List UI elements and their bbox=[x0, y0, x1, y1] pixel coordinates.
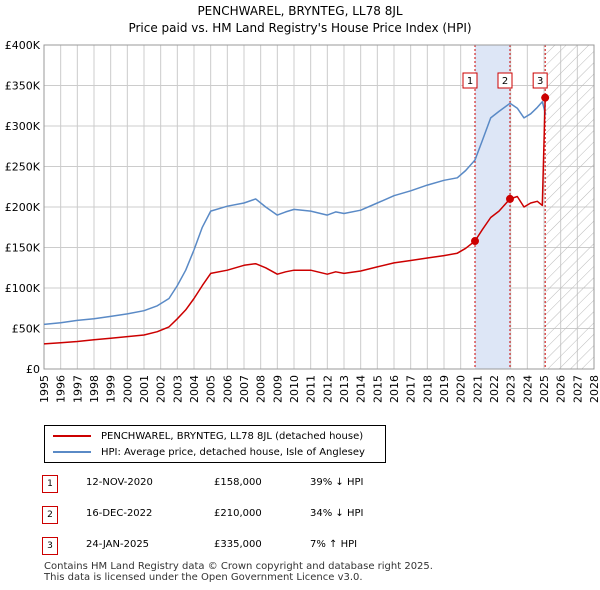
transaction-label-box bbox=[497, 72, 513, 89]
transaction-date: 12-NOV-2020 bbox=[86, 477, 153, 488]
y-tick-label: £300K bbox=[5, 120, 41, 133]
series-line-price bbox=[43, 97, 546, 345]
x-tick-label: 1999 bbox=[105, 375, 118, 403]
x-tick-label: 2024 bbox=[521, 375, 534, 403]
transaction-price: £158,000 bbox=[214, 477, 262, 488]
chart-title: PENCHWAREL, BRYNTEG, LL78 8JL Price paid… bbox=[0, 3, 600, 37]
x-tick-label: 2006 bbox=[221, 375, 234, 403]
x-tick-label: 2013 bbox=[338, 375, 351, 403]
x-tick-label: 2028 bbox=[588, 375, 600, 403]
transaction-point bbox=[541, 93, 550, 102]
y-tick-label: £50K bbox=[12, 323, 41, 336]
x-tick-label: 2011 bbox=[305, 375, 318, 403]
transaction-point bbox=[471, 237, 479, 246]
legend-item-price: PENCHWAREL, BRYNTEG, LL78 8JL (detached … bbox=[53, 428, 363, 444]
transaction-label-box bbox=[532, 72, 548, 89]
chart-svg: £0 £50K £100K £150K £200K £250K £300K £350K £400… bbox=[5, 39, 600, 403]
x-tick-label: 2025 bbox=[538, 375, 551, 403]
x-tick-label: 2007 bbox=[238, 375, 251, 403]
x-tick-label: 1995 bbox=[38, 375, 51, 403]
transaction-hpi: 34% ↓ HPI bbox=[310, 508, 364, 519]
legend-swatch-price bbox=[53, 435, 91, 437]
x-tick-label: 2027 bbox=[571, 375, 584, 403]
transaction-hpi: 39% ↓ HPI bbox=[310, 477, 364, 488]
x-tick-label: 2001 bbox=[138, 375, 151, 403]
x-tick-label: 2021 bbox=[471, 375, 484, 403]
plot-frame bbox=[43, 44, 595, 370]
x-tick-label: 2009 bbox=[271, 375, 284, 403]
title-line-2: Price paid vs. HM Land Registry's House … bbox=[128, 21, 472, 35]
legend: PENCHWAREL, BRYNTEG, LL78 8JL (detached … bbox=[44, 425, 386, 463]
footer: Contains HM Land Registry data © Crown c… bbox=[44, 561, 433, 583]
x-tick-label: 2016 bbox=[388, 375, 401, 403]
transaction-hpi: 7% ↑ HPI bbox=[310, 539, 358, 550]
transaction-badge: 1 bbox=[42, 475, 58, 493]
y-tick-label: £250K bbox=[5, 161, 41, 174]
x-tick-label: 2026 bbox=[555, 375, 568, 403]
transaction-price: £335,000 bbox=[214, 539, 262, 550]
legend-label-price: PENCHWAREL, BRYNTEG, LL78 8JL (detached … bbox=[101, 430, 364, 442]
legend-label-hpi: HPI: Average price, detached house, Isle… bbox=[101, 446, 365, 458]
y-tick-label: £100K bbox=[5, 282, 41, 295]
x-tick-label: 2018 bbox=[421, 375, 434, 403]
transaction-price: £210,000 bbox=[214, 508, 262, 519]
future-hatch bbox=[545, 45, 594, 369]
y-tick-label: £350K bbox=[5, 80, 41, 93]
x-tick-label: 2005 bbox=[205, 375, 218, 403]
x-tick-label: 2004 bbox=[188, 375, 201, 403]
legend-swatch-hpi bbox=[53, 451, 91, 453]
x-tick-label: 1998 bbox=[88, 375, 101, 403]
x-tick-label: 2015 bbox=[371, 375, 384, 403]
footer-copyright: Contains HM Land Registry data © Crown c… bbox=[44, 561, 433, 572]
title-line-1: PENCHWAREL, BRYNTEG, LL78 8JL bbox=[197, 4, 403, 18]
x-tick-label: 2000 bbox=[121, 375, 134, 403]
y-tick-label: £150K bbox=[5, 242, 41, 255]
x-tick-label: 1997 bbox=[71, 375, 84, 403]
transaction-label-box bbox=[462, 72, 478, 89]
x-tick-label: 2008 bbox=[255, 375, 268, 403]
x-tick-label: 2017 bbox=[405, 375, 418, 403]
legend-item-hpi: HPI: Average price, detached house, Isle… bbox=[53, 444, 365, 460]
x-tick-label: 2023 bbox=[505, 375, 518, 403]
x-tick-label: 2014 bbox=[355, 375, 368, 403]
x-tick-label: 2020 bbox=[455, 375, 468, 403]
x-tick-label: 2002 bbox=[155, 375, 168, 403]
footer-licence: This data is licensed under the Open Gov… bbox=[44, 572, 363, 583]
transaction-label: 2 bbox=[502, 76, 508, 87]
transaction-label: 3 bbox=[537, 76, 543, 87]
x-tick-label: 2012 bbox=[321, 375, 334, 403]
x-tick-label: 1996 bbox=[55, 375, 68, 403]
transaction-badge: 2 bbox=[42, 506, 58, 524]
x-tick-label: 2010 bbox=[288, 375, 301, 403]
x-tick-label: 2022 bbox=[488, 375, 501, 403]
transaction-label: 1 bbox=[467, 76, 473, 87]
y-tick-label: £0 bbox=[26, 363, 40, 376]
transaction-date: 24-JAN-2025 bbox=[86, 539, 150, 550]
transaction-badge: 3 bbox=[42, 537, 58, 555]
x-tick-label: 2019 bbox=[438, 375, 451, 403]
series-line-hpi bbox=[43, 100, 547, 326]
y-tick-label: £200K bbox=[5, 201, 41, 214]
transaction-point bbox=[506, 194, 514, 203]
shaded-range bbox=[475, 45, 510, 369]
y-tick-label: £400K bbox=[5, 39, 41, 52]
transaction-date: 16-DEC-2022 bbox=[86, 508, 153, 519]
x-tick-label: 2003 bbox=[171, 375, 184, 403]
